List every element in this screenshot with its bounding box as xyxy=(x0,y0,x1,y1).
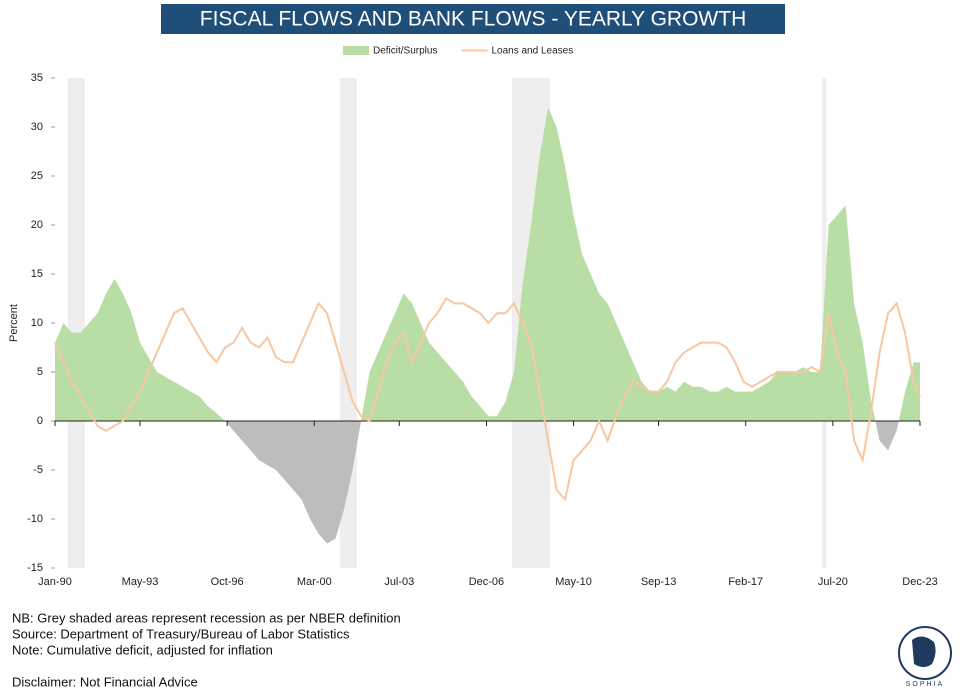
footnote: Note: Cumulative deficit, adjusted for i… xyxy=(12,642,273,657)
chart-title: FISCAL FLOWS AND BANK FLOWS - YEARLY GRO… xyxy=(200,8,746,31)
logo-ring xyxy=(898,626,952,680)
disclaimer: Disclaimer: Not Financial Advice xyxy=(12,674,198,689)
footnote: Source: Department of Treasury/Bureau of… xyxy=(12,626,350,641)
loans-line xyxy=(54,297,921,502)
logo-text: SOPHIA xyxy=(906,681,944,688)
y-tick-label: 30 xyxy=(31,121,43,133)
x-tick-label: Jul-03 xyxy=(384,576,414,588)
y-tick-label: 0 xyxy=(37,415,43,427)
legend-label: Deficit/Surplus xyxy=(373,46,437,57)
x-tick-label: Jan-90 xyxy=(38,576,72,588)
recession-band xyxy=(67,78,85,568)
y-tick-label: 25 xyxy=(31,170,43,182)
x-tick-label: Dec-06 xyxy=(469,576,504,588)
y-axis-label: Percent xyxy=(8,304,20,342)
title-banner xyxy=(161,4,785,34)
y-tick-label: 5 xyxy=(37,366,43,378)
logo-face xyxy=(912,636,936,667)
y-tick-label: -5 xyxy=(33,464,43,476)
y-tick-label: -10 xyxy=(27,513,43,525)
y-tick-label: -15 xyxy=(27,562,43,574)
legend-swatch xyxy=(343,46,369,55)
deficit-area xyxy=(55,107,920,544)
y-tick-label: 20 xyxy=(31,219,43,231)
x-tick-label: May-10 xyxy=(555,576,592,588)
x-tick-label: Sep-13 xyxy=(641,576,676,588)
y-tick-label: 35 xyxy=(31,72,43,84)
logo: SOPHIA xyxy=(898,626,952,688)
x-tick-label: Oct-96 xyxy=(211,576,244,588)
x-tick-label: May-93 xyxy=(122,576,159,588)
y-tick-label: 15 xyxy=(31,268,43,280)
legend-label: Loans and Leases xyxy=(491,46,573,57)
footnote: NB: Grey shaded areas represent recessio… xyxy=(12,610,401,625)
y-tick-label: 10 xyxy=(31,317,43,329)
x-tick-label: Jul-20 xyxy=(818,576,848,588)
x-tick-label: Mar-00 xyxy=(297,576,332,588)
x-tick-label: Dec-23 xyxy=(902,576,937,588)
x-tick-label: Feb-17 xyxy=(728,576,763,588)
